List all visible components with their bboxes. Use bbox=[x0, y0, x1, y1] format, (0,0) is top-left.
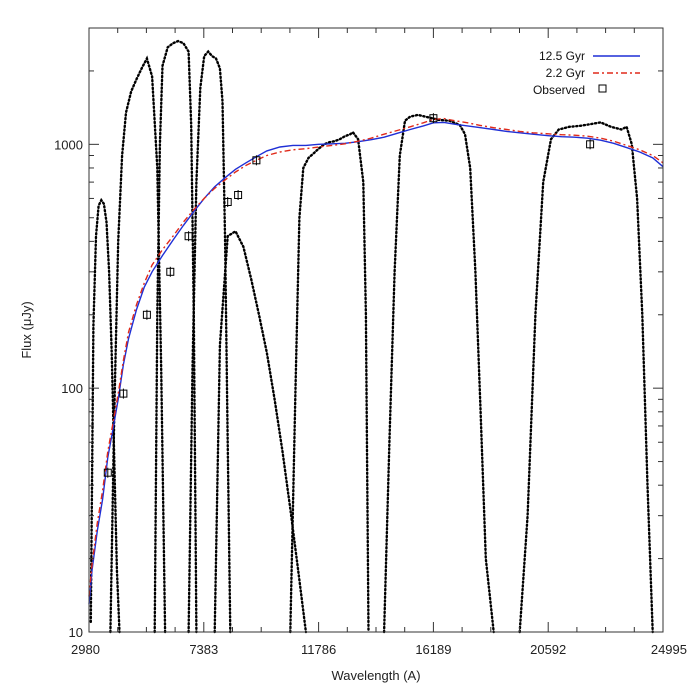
filter-curve-J bbox=[289, 130, 370, 634]
x-tick-label: 16189 bbox=[415, 642, 451, 657]
x-tick-label: 2980 bbox=[71, 642, 100, 657]
legend-label-12-5-gyr: 12.5 Gyr bbox=[539, 49, 585, 63]
filter-curve-z bbox=[213, 229, 308, 634]
y-tick-label: 10 bbox=[69, 625, 83, 640]
y-tick-label: 1000 bbox=[54, 137, 83, 152]
filter-curve-H bbox=[382, 113, 495, 634]
x-tick-label: 7383 bbox=[189, 642, 218, 657]
model-spectra bbox=[88, 117, 664, 605]
series-line-2-2-gyr bbox=[88, 117, 664, 597]
observed-points bbox=[103, 113, 595, 478]
x-tick-label: 11786 bbox=[301, 642, 336, 657]
x-tick-label: 24995 bbox=[651, 642, 687, 657]
y-tick-label: 100 bbox=[61, 381, 83, 396]
filter-curve-i bbox=[187, 49, 232, 634]
filter-curves bbox=[89, 39, 654, 634]
x-axis-title: Wavelength (A) bbox=[331, 668, 420, 683]
legend-label-observed: Observed bbox=[533, 83, 585, 97]
filter-curve-K bbox=[518, 121, 654, 634]
filter-curve-r bbox=[153, 39, 198, 634]
filter-curve-g bbox=[109, 55, 167, 634]
filter-curve-u bbox=[89, 197, 121, 634]
legend-label-2-2-gyr: 2.2 Gyr bbox=[546, 66, 585, 80]
axes: 2980 7383 11786 16189 20592 24995 10 100 1000 bbox=[54, 28, 687, 657]
legend: 12.5 Gyr 2.2 Gyr Observed bbox=[533, 49, 640, 97]
x-tick-label: 20592 bbox=[530, 642, 566, 657]
y-axis-title: Flux (μJy) bbox=[19, 301, 34, 358]
series-line-12-5-gyr bbox=[88, 121, 664, 605]
legend-swatch-observed bbox=[598, 84, 607, 93]
